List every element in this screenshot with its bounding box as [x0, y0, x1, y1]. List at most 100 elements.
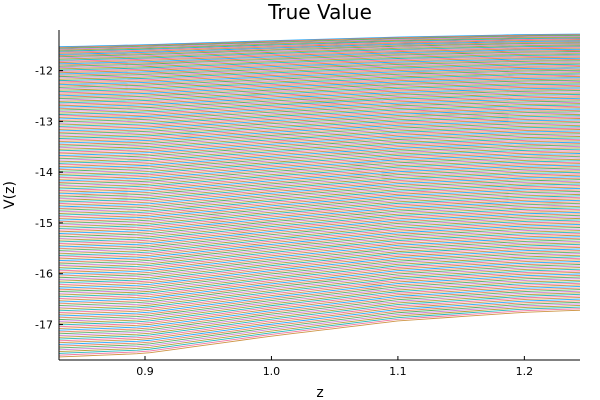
series-line [58, 91, 581, 113]
x-axis-label: z [316, 385, 323, 400]
series-line [58, 49, 581, 66]
series-line [58, 173, 581, 205]
series-line [58, 202, 581, 238]
series-line [58, 176, 581, 208]
series-line [58, 189, 581, 223]
series-line [58, 69, 581, 88]
series-line [58, 72, 581, 91]
series-line [58, 174, 581, 206]
y-tick-label: -12 [35, 65, 53, 78]
chart-title: True Value [267, 0, 372, 24]
series-line [58, 126, 581, 152]
series-line [58, 35, 581, 49]
series-line [58, 180, 581, 213]
series-line [58, 83, 581, 104]
series-line [58, 183, 581, 216]
series-line [58, 236, 581, 275]
series-line [58, 39, 581, 54]
series-line [58, 47, 581, 64]
series-line [58, 219, 581, 256]
series-line [58, 53, 581, 70]
series-line [58, 292, 581, 338]
series-line [58, 112, 581, 136]
series-line [58, 59, 581, 76]
series-line [58, 46, 581, 62]
series-line [58, 199, 581, 234]
series-line [58, 71, 581, 90]
series-line [58, 52, 581, 69]
series-line [58, 145, 581, 174]
series-line [58, 295, 581, 342]
series-line [58, 90, 581, 111]
series-line [58, 306, 581, 354]
series-line [58, 231, 581, 270]
series-line [58, 138, 581, 166]
series-line [58, 155, 581, 185]
x-tick-label: 1.1 [389, 365, 407, 378]
series-line [58, 300, 581, 347]
series-line [58, 298, 581, 345]
series-line [58, 186, 581, 219]
y-ticks: -12 -13 -14 -15 -16 -17 [35, 65, 63, 331]
series-line [58, 131, 581, 158]
series-line [58, 285, 581, 331]
series-line [58, 168, 581, 200]
series-line [58, 81, 581, 101]
series-line [58, 154, 581, 183]
series-line [58, 289, 581, 335]
series-line [58, 201, 581, 236]
series-line [58, 104, 581, 127]
series-line [58, 38, 581, 53]
series-line [58, 148, 581, 177]
series-line [58, 242, 581, 282]
series-line [58, 205, 581, 241]
series-line [58, 196, 581, 231]
series-line [58, 76, 581, 95]
series-line [58, 276, 581, 321]
x-tick-label: 1.2 [516, 365, 534, 378]
series-line [58, 43, 581, 59]
series-line [58, 259, 581, 301]
series-line [58, 153, 581, 182]
series-line [58, 281, 581, 326]
series-line [58, 61, 581, 79]
series-line [58, 157, 581, 187]
series-line [58, 55, 581, 72]
series-line [58, 103, 581, 126]
series-line [58, 134, 581, 161]
series-line [58, 163, 581, 193]
series-line [58, 158, 581, 188]
series-line [58, 124, 581, 150]
series-line [58, 287, 581, 333]
series-line [58, 293, 581, 340]
series-line [58, 179, 581, 211]
series-line [58, 40, 581, 55]
series-line [58, 130, 581, 156]
series-line [58, 254, 581, 296]
y-tick-label: -15 [35, 217, 53, 230]
series-line [58, 251, 581, 293]
series-line [58, 150, 581, 179]
series-line [58, 166, 581, 196]
series-line [58, 284, 581, 329]
series-line [58, 204, 581, 239]
series-line [58, 303, 581, 351]
series-line [58, 161, 581, 192]
series-line [58, 151, 581, 180]
series-line [58, 37, 581, 52]
series-line [58, 234, 581, 274]
series-line [58, 141, 581, 169]
series-line [58, 211, 581, 248]
series-line [58, 93, 581, 115]
series-line [58, 167, 581, 198]
series-line [58, 160, 581, 190]
series-line [58, 48, 581, 65]
series-line [58, 309, 581, 358]
y-axis-label: V(z) [2, 181, 18, 209]
series-line [58, 123, 581, 149]
series-line [58, 97, 581, 120]
series-line [58, 213, 581, 250]
series-line [58, 268, 581, 312]
series-line [58, 170, 581, 201]
